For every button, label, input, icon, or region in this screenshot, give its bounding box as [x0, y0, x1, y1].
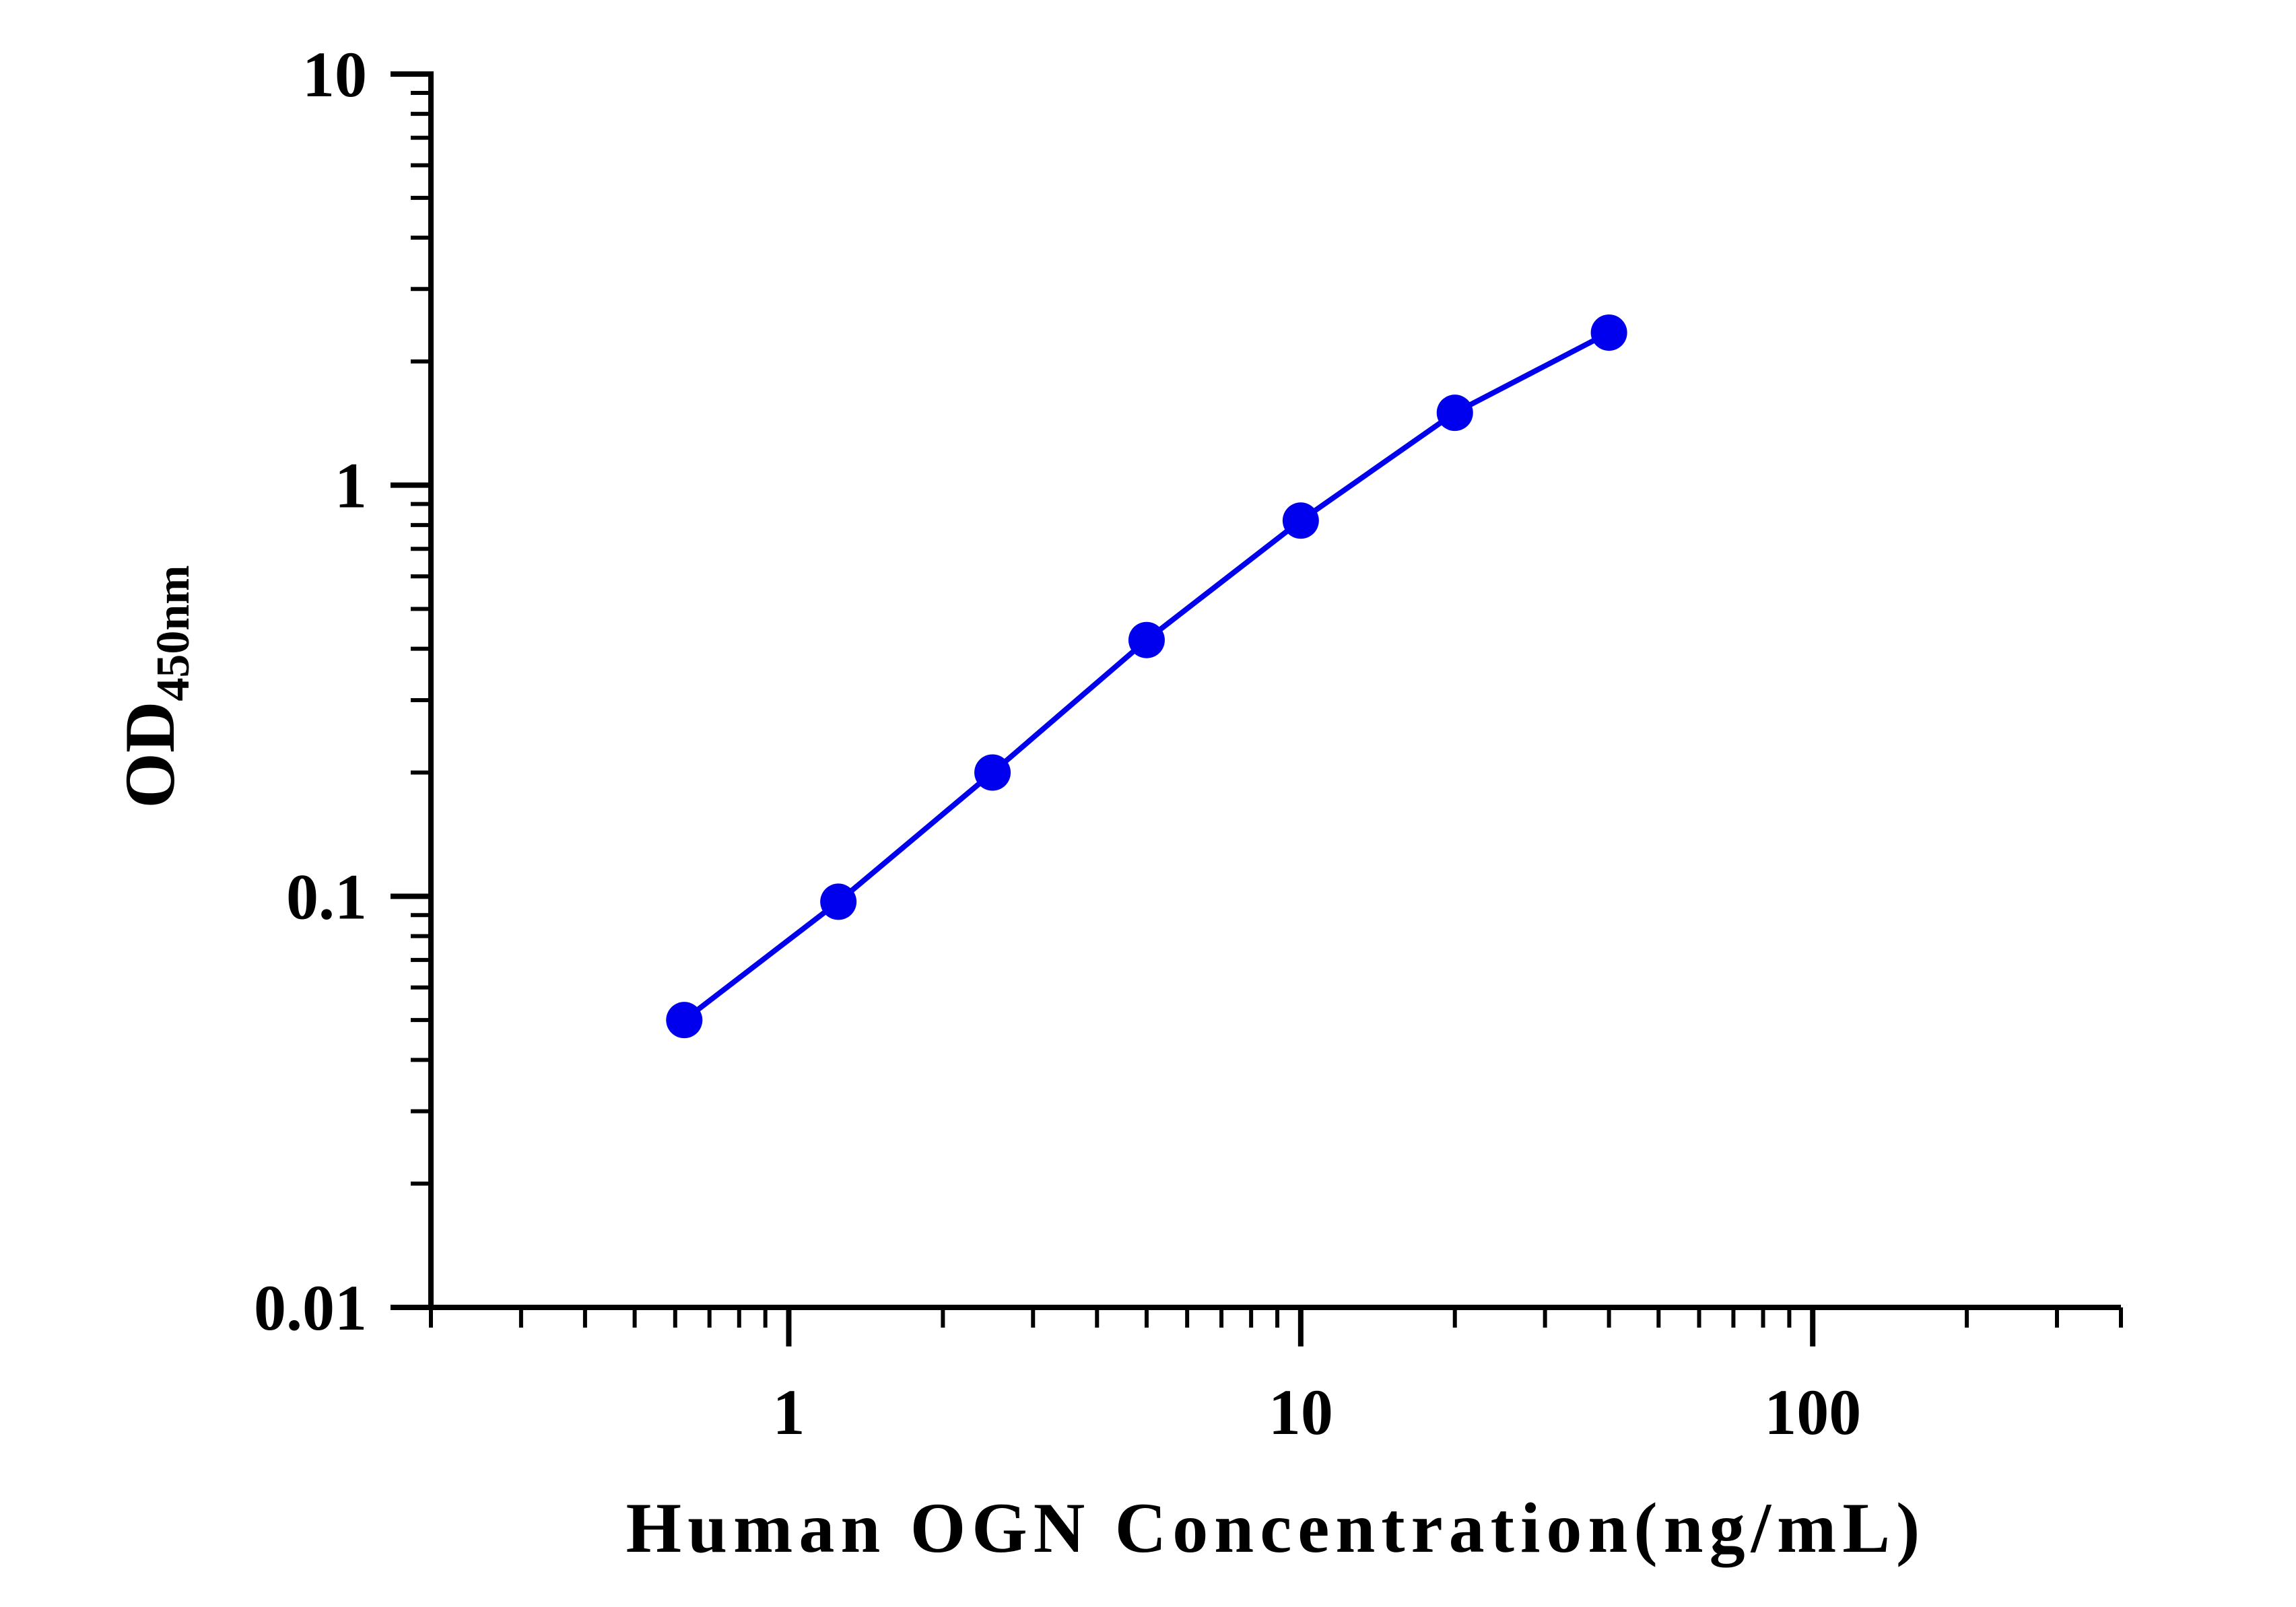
y-tick-label: 10: [302, 38, 367, 110]
data-point: [1590, 314, 1627, 351]
y-axis-title-subscript: 450nm: [147, 565, 199, 701]
data-point: [1436, 395, 1473, 432]
y-tick-label: 0.1: [286, 860, 367, 932]
series-line: [682, 330, 1611, 1023]
y-axis-ticks: 0.01 0.1 1 10: [254, 38, 431, 1344]
y-tick-label: 1: [335, 450, 367, 522]
y-axis-title-main: OD: [110, 702, 189, 809]
data-point: [974, 754, 1011, 791]
data-point: [1128, 621, 1165, 658]
x-tick-label: 1: [772, 1376, 805, 1448]
data-point: [820, 883, 857, 920]
x-tick-label: 10: [1269, 1376, 1333, 1448]
data-point: [666, 1002, 703, 1039]
x-axis-title: Human OGN Concentration(ng/mL): [626, 1489, 1926, 1567]
x-axis-ticks: 1 10 100: [429, 1307, 2123, 1448]
data-point: [1282, 502, 1319, 539]
y-axis-title: OD450nm: [110, 565, 199, 808]
y-tick-label: 0.01: [254, 1272, 367, 1344]
x-tick-label: 100: [1764, 1376, 1861, 1448]
series-layer: [666, 314, 1627, 1039]
axes: 0.01 0.1 1 10 1 10 100: [254, 38, 2123, 1448]
